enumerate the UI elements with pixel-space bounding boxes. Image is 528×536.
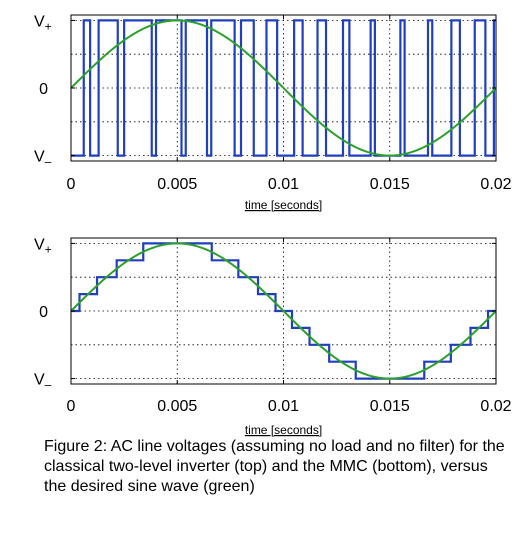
y-tick-label: 0 [39, 81, 48, 98]
x-tick-label: 0.01 [268, 176, 299, 193]
x-tick-label: 0.02 [480, 398, 511, 415]
series-line-blue [71, 19, 496, 157]
x-tick-label: 0.005 [157, 398, 197, 415]
x-tick-label: 0 [67, 176, 76, 193]
x-tick-label: 0.015 [370, 176, 410, 193]
x-tick-label: 0.02 [480, 176, 511, 193]
top-chart: 0 0.005 0.01 0.015 0.02 V+ 0 V– time [seconds] [34, 13, 512, 212]
y-tick-label: V+ [34, 236, 52, 256]
bottom-chart: 0 0.005 0.01 0.015 0.02 V+ 0 V– time [seconds] [34, 236, 512, 437]
series-line-sine [70, 242, 497, 380]
x-tick-label: 0.015 [370, 398, 410, 415]
y-tick-label: V+ [34, 13, 52, 33]
x-axis-label: time [seconds] [245, 423, 322, 437]
figure-caption: Figure 2: AC line voltages (assuming no … [44, 438, 505, 495]
x-tick-label: 0.01 [268, 398, 299, 415]
series-line-sine [70, 19, 497, 157]
y-tick-label: V– [34, 149, 52, 169]
x-axis-label: time [seconds] [245, 198, 322, 212]
x-tick-label: 0 [67, 398, 76, 415]
y-tick-label: 0 [39, 304, 48, 321]
y-tick-label: V– [34, 372, 52, 392]
x-tick-label: 0.005 [157, 176, 197, 193]
